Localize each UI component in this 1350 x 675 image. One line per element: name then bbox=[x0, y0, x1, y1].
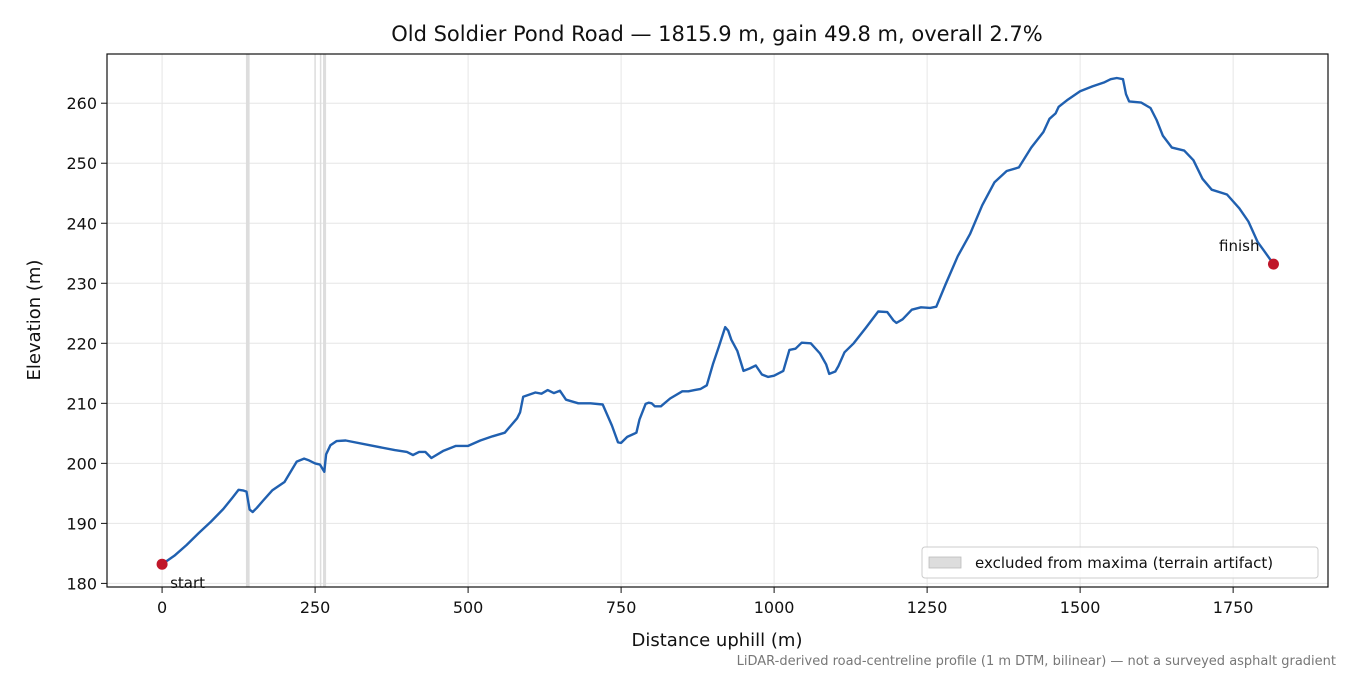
chart-title: Old Soldier Pond Road — 1815.9 m, gain 4… bbox=[391, 22, 1043, 46]
y-tick-label: 220 bbox=[66, 334, 97, 353]
x-tick-label: 0 bbox=[157, 598, 167, 617]
annotation-start: start bbox=[170, 574, 205, 592]
x-tick-label: 1000 bbox=[754, 598, 795, 617]
x-tick-label: 500 bbox=[453, 598, 484, 617]
excluded-regions bbox=[245, 54, 327, 587]
x-tick-label: 250 bbox=[300, 598, 331, 617]
x-axis-label: Distance uphill (m) bbox=[632, 630, 803, 651]
footnote: LiDAR-derived road-centreline profile (1… bbox=[737, 654, 1336, 669]
x-tick-label: 1250 bbox=[907, 598, 948, 617]
start-marker bbox=[156, 558, 168, 570]
y-tick-label: 260 bbox=[66, 94, 97, 113]
elevation-line bbox=[160, 76, 1275, 566]
y-tick-label: 200 bbox=[66, 454, 97, 473]
plot-frame bbox=[106, 53, 1329, 588]
excluded-region bbox=[245, 54, 250, 587]
x-tick-label: 1500 bbox=[1060, 598, 1101, 617]
x-axis-ticks: 0 250 500 750 1000 1250 1500 1750 bbox=[157, 587, 1254, 617]
gridlines bbox=[107, 54, 1328, 587]
y-tick-label: 190 bbox=[66, 514, 97, 533]
legend-box bbox=[921, 546, 1319, 579]
x-tick-label: 1750 bbox=[1213, 598, 1254, 617]
y-tick-label: 240 bbox=[66, 214, 97, 233]
endpoint-markers bbox=[156, 258, 1279, 570]
x-tick-label: 750 bbox=[606, 598, 637, 617]
excluded-region bbox=[323, 54, 327, 587]
annotation-finish: finish bbox=[1219, 237, 1259, 255]
legend-swatch bbox=[928, 556, 962, 569]
y-axis-label: Elevation (m) bbox=[24, 260, 45, 381]
y-tick-label: 230 bbox=[66, 274, 97, 293]
finish-marker bbox=[1267, 258, 1279, 270]
y-axis-ticks: 180 190 200 210 220 230 240 250 260 bbox=[66, 94, 107, 593]
y-tick-label: 210 bbox=[66, 394, 97, 413]
y-tick-label: 250 bbox=[66, 154, 97, 173]
annotations: start finish bbox=[170, 237, 1259, 592]
elevation-series bbox=[160, 76, 1275, 566]
y-tick-label: 180 bbox=[66, 574, 97, 593]
legend: excluded from maxima (terrain artifact) bbox=[921, 546, 1319, 579]
legend-label: excluded from maxima (terrain artifact) bbox=[975, 554, 1273, 572]
